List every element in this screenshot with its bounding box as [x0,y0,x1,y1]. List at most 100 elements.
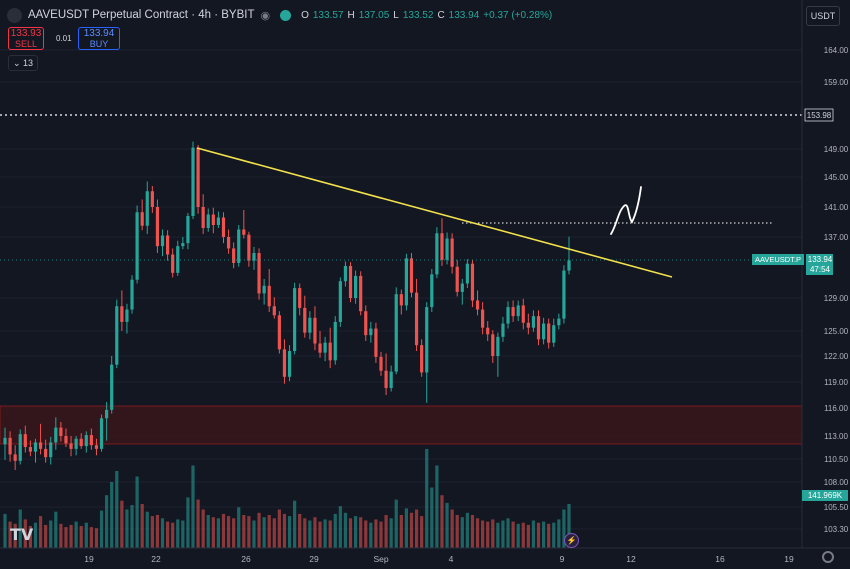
candle-body [99,418,104,449]
volume-bar [293,500,297,548]
candle-body [74,438,78,449]
volume-bar [389,518,393,548]
descending-trendline[interactable] [196,147,673,278]
candle-body [369,328,373,336]
volume-bar [28,526,33,548]
change-value: +0.37 (+0.28%) [483,9,553,21]
volume-bar [440,495,444,548]
volume-bar [282,513,287,548]
gear-icon[interactable] [822,551,834,563]
candle-body [470,263,475,301]
time-tick-label: 12 [626,554,636,564]
volume-bar [318,521,322,548]
time-tick-label: 4 [449,554,454,564]
volume-bar [247,516,251,548]
volume-bar [176,519,180,548]
volume-bars [3,449,571,548]
symbol-title[interactable]: AAVEUSDT Perpetual Contract · 4h · BYBIT [28,9,255,21]
candles [3,141,571,471]
price-tick-label: 125.00 [824,327,849,336]
volume-bar [54,511,58,548]
price-tick-label: 159.00 [824,78,849,87]
candle-body [44,448,48,458]
time-axis[interactable] [0,548,802,569]
candle-body [186,216,190,244]
volume-bar [74,521,78,548]
volume-bar [486,521,490,548]
volume-bar [491,519,495,548]
candle-body [425,307,429,373]
volume-bar [211,517,215,548]
volume-bar [59,523,63,548]
sell-button[interactable]: 133.93 SELL [8,27,44,50]
candle-body [191,147,195,216]
candle-body [8,437,12,455]
volume-bar [536,522,541,548]
candle-body [374,328,378,357]
candle-body [28,447,33,452]
volume-bar [272,518,276,548]
candle-body [59,427,63,436]
candle-body [547,323,551,343]
price-tick-label: 137.00 [824,233,849,242]
price-tick-label: 149.00 [824,145,849,154]
candle-body [252,253,256,261]
candle-body [435,233,439,275]
candle-body [409,258,414,293]
candle-body [420,345,424,373]
candle-body [450,238,454,267]
volume-bar [394,499,398,548]
volume-bar [298,513,302,548]
candle-body [247,234,251,261]
volume-bar [49,520,53,548]
candle-body [531,316,536,328]
candle-body [79,438,83,447]
eye-icon[interactable]: ◉ [260,9,271,22]
current-symbol-label: AAVEUSDT.P [755,255,801,264]
volume-bar [226,516,231,548]
volume-bar [420,516,424,548]
candle-body [84,435,88,447]
candle-body [511,307,515,317]
candle-body [89,435,93,446]
volume-bar [445,502,449,548]
price-tick-label: 129.00 [824,294,849,303]
candle-body [348,265,353,298]
candle-body [440,233,444,260]
candle-body [293,288,297,351]
volume-bar [404,508,409,548]
candle-body [211,214,215,225]
volume-bar [8,521,12,548]
candle-body [313,317,317,344]
candle-countdown: 47:54 [810,265,831,274]
volume-bar [511,521,515,548]
volume-bar [69,524,73,548]
volume-bar [353,516,358,548]
candle-body [552,325,556,343]
candle-body [359,275,363,312]
volume-label: 141.969K [808,491,843,500]
volume-bar [130,505,134,548]
candle-body [430,274,434,308]
symbol-logo-icon [7,7,22,23]
currency-selector[interactable]: USDT [806,6,840,26]
volume-bar [196,499,200,548]
volume-bar [18,509,22,548]
buy-button[interactable]: 133.94 BUY [78,27,120,50]
volume-bar [338,506,342,548]
volume-bar [425,449,429,548]
candle-body [481,309,485,328]
candle-body [242,229,246,235]
candle-body [287,351,292,377]
volume-bar [3,513,7,548]
lightning-icon[interactable]: ⚡ [564,533,579,548]
indicators-toggle[interactable]: ⌄ 13 [8,55,38,71]
volume-bar [547,523,551,548]
candle-body [486,327,490,335]
candle-body [475,300,480,310]
candle-body [399,294,403,306]
price-tick-label: 108.00 [824,478,849,487]
candle-body [176,246,180,273]
